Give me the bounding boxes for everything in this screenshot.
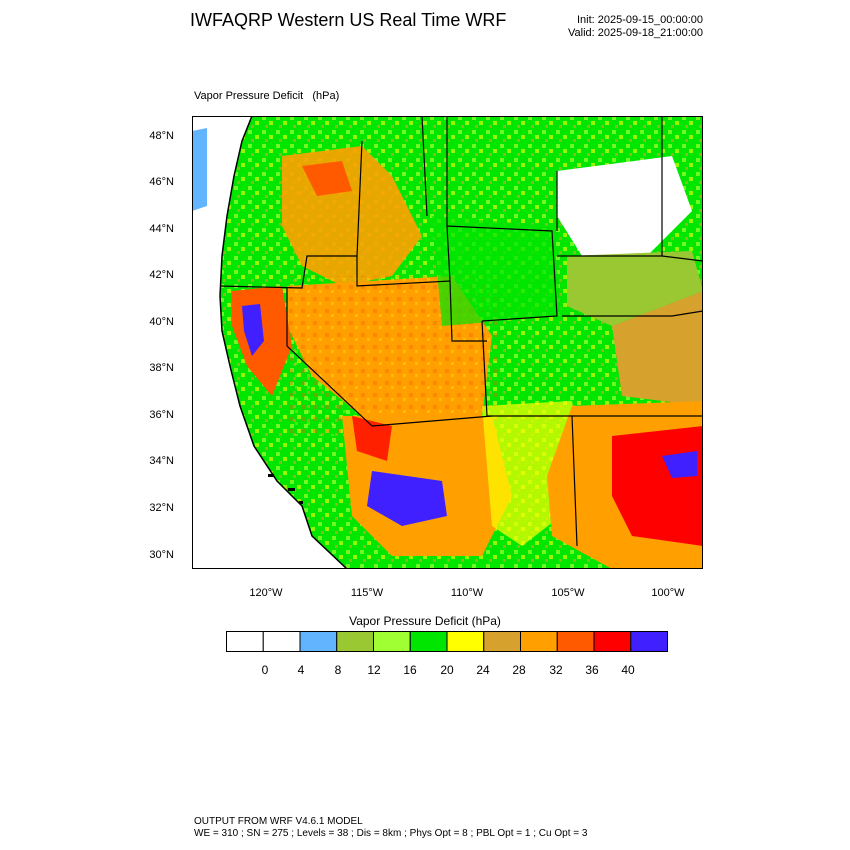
field-title: Vapor Pressure Deficit (hPa) — [194, 90, 340, 102]
lat-label: 32°N — [149, 502, 174, 514]
colorbar-label: 16 — [403, 663, 417, 677]
lon-label: 105°W — [551, 587, 585, 599]
colorbar-label: 20 — [440, 663, 454, 677]
colorbar-label: 36 — [585, 663, 599, 677]
init-time: Init: 2025-09-15_00:00:00 — [577, 14, 703, 26]
region-texas-purple — [662, 451, 697, 478]
colorbar-box — [593, 631, 632, 652]
lat-label: 40°N — [149, 316, 174, 328]
region-wyoming-green — [432, 216, 562, 326]
region-northwest-red — [302, 161, 352, 196]
region-california-purple — [242, 304, 264, 356]
channel-islands — [268, 474, 303, 504]
colorbar-title: Vapor Pressure Deficit (hPa) — [349, 614, 501, 628]
colorbar-label: 4 — [297, 663, 305, 677]
lat-label: 44°N — [149, 223, 174, 235]
lon-label: 100°W — [651, 587, 685, 599]
region-arizona-red — [352, 416, 392, 461]
region-kansas-brown — [612, 291, 703, 406]
state-boundaries — [219, 116, 703, 547]
lat-label: 48°N — [149, 130, 174, 142]
colorbar-box — [373, 631, 411, 652]
region-kansas-light — [567, 251, 703, 326]
colorbar-label: 40 — [621, 663, 635, 677]
footer-config-line: WE = 310 ; SN = 275 ; Levels = 38 ; Dis … — [194, 828, 588, 839]
colorbar-label: 28 — [512, 663, 526, 677]
colorbar-label: 12 — [367, 663, 381, 677]
colorbar-box — [556, 631, 595, 652]
colorbar-label: 8 — [334, 663, 342, 677]
colorbar-box — [409, 631, 448, 652]
region-northern-plains-white — [557, 156, 692, 256]
lon-label: 110°W — [450, 587, 484, 599]
coastline — [219, 116, 348, 569]
colorbar-box — [520, 631, 558, 652]
main-title: IWFAQRP Western US Real Time WRF — [190, 10, 507, 30]
colorbar-box — [483, 631, 521, 652]
map-frame — [192, 116, 703, 569]
valid-time: Valid: 2025-09-18_21:00:00 — [568, 27, 703, 39]
colorbar-label: 32 — [549, 663, 563, 677]
colorbar-box — [262, 631, 301, 652]
colorbar-box — [299, 631, 338, 652]
lon-label: 115°W — [350, 587, 384, 599]
colorbar-box — [446, 631, 485, 652]
colorbar-label: 24 — [476, 663, 490, 677]
lon-label: 120°W — [249, 587, 283, 599]
footer-model-line: OUTPUT FROM WRF V4.6.1 MODEL — [194, 816, 363, 827]
colorbar-label: 0 — [261, 663, 269, 677]
lat-label: 38°N — [149, 362, 174, 374]
lat-label: 42°N — [149, 269, 174, 281]
region-arizona-purple — [367, 471, 447, 526]
lat-label: 34°N — [149, 455, 174, 467]
colorbar — [226, 631, 668, 652]
colorbar-box — [336, 631, 374, 652]
lat-label: 36°N — [149, 409, 174, 421]
map-plot — [192, 116, 703, 569]
colorbar-box — [630, 631, 668, 652]
offshore-blue-band — [192, 128, 207, 211]
lat-label: 46°N — [149, 176, 174, 188]
colorbar-box — [226, 631, 264, 652]
lat-label: 30°N — [149, 549, 174, 561]
land-fill — [220, 116, 703, 569]
